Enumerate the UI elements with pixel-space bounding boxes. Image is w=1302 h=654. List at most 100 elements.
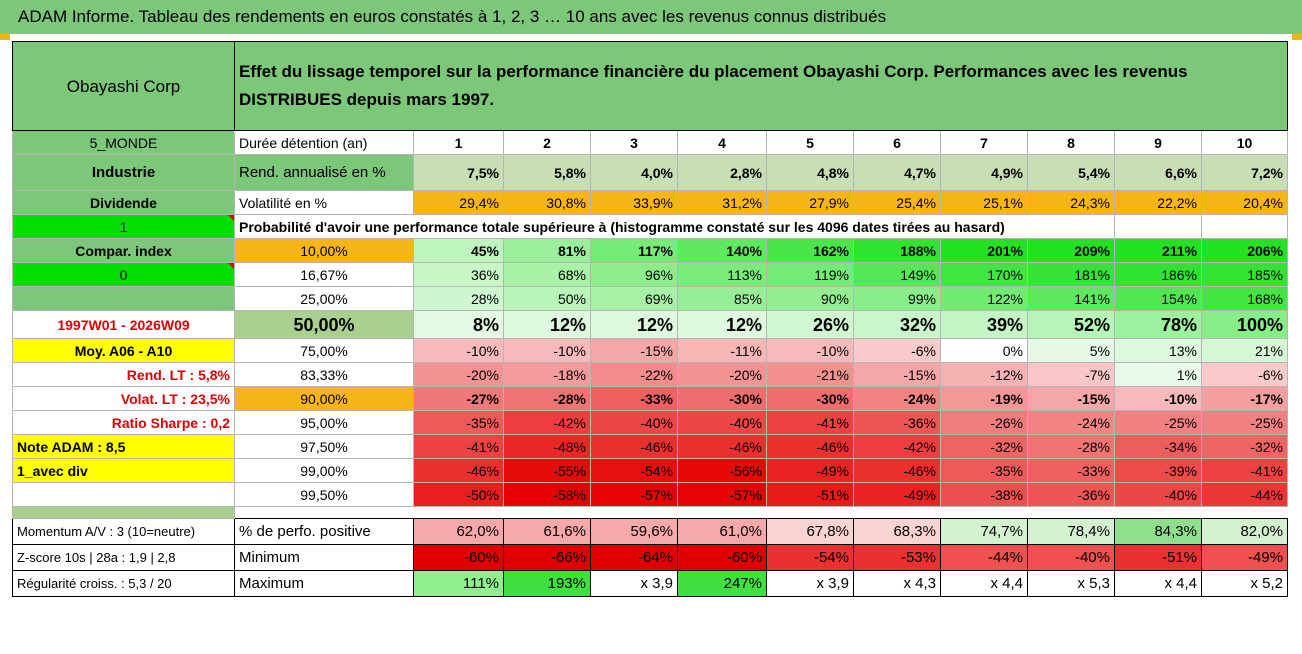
percentile-cell: 206%	[1201, 238, 1288, 263]
row-label-duree: Durée détention (an)	[234, 130, 414, 155]
percentile-cell: -54%	[590, 458, 678, 483]
percentile-cell: -15%	[590, 338, 678, 363]
max-cell: x 5,3	[1027, 570, 1115, 597]
year-header: 1	[413, 130, 504, 155]
percentile-cell: -42%	[853, 434, 941, 459]
rend-cell: 4,7%	[853, 154, 941, 191]
vol-cell: 33,9%	[590, 190, 678, 215]
pos-cell: 68,3%	[853, 518, 941, 545]
max-cell: x 3,9	[590, 570, 678, 597]
corner-marker-right	[1292, 34, 1302, 40]
year-header: 2	[503, 130, 591, 155]
performance-table-container: Obayashi Corp Effet du lissage temporel …	[12, 41, 1288, 597]
percentile-cell: 188%	[853, 238, 941, 263]
vol-cell: 31,2%	[677, 190, 767, 215]
period-label: 1997W01 - 2026W09	[12, 310, 235, 339]
percentile-label: 25,00%	[234, 286, 414, 311]
year-header: 3	[590, 130, 678, 155]
pos-cell: 61,6%	[503, 518, 591, 545]
percentile-label: 99,50%	[234, 482, 414, 507]
percentile-cell: -36%	[853, 410, 941, 435]
pos-cell: 67,8%	[766, 518, 854, 545]
percentile-cell: -32%	[1201, 434, 1288, 459]
percentile-cell: 122%	[940, 286, 1028, 311]
max-cell: x 3,9	[766, 570, 854, 597]
percentile-cell: -41%	[413, 434, 504, 459]
rend-cell: 4,9%	[940, 154, 1028, 191]
percentile-cell: 50%	[503, 286, 591, 311]
percentile-cell: -40%	[590, 410, 678, 435]
percentile-cell: -26%	[940, 410, 1028, 435]
rend-cell: 4,0%	[590, 154, 678, 191]
percentile-cell: 13%	[1114, 338, 1202, 363]
percentile-cell: 8%	[413, 310, 504, 339]
vol-cell: 20,4%	[1201, 190, 1288, 215]
min-cell: -64%	[590, 544, 678, 571]
avec-div-label: 1_avec div	[12, 458, 235, 483]
percentile-cell: 0%	[940, 338, 1028, 363]
percentile-cell: 85%	[677, 286, 767, 311]
percentile-cell: 162%	[766, 238, 854, 263]
max-cell: 193%	[503, 570, 591, 597]
percentile-cell: 28%	[413, 286, 504, 311]
percentile-cell: 170%	[940, 262, 1028, 287]
percentile-label: 83,33%	[234, 362, 414, 387]
percentile-cell: -6%	[853, 338, 941, 363]
percentile-cell: -51%	[766, 482, 854, 507]
max-cell: x 4,4	[940, 570, 1028, 597]
percentile-cell: -11%	[677, 338, 767, 363]
percentile-cell: -24%	[1027, 410, 1115, 435]
percentile-cell: -36%	[1027, 482, 1115, 507]
company-name: Obayashi Corp	[12, 41, 235, 131]
percentile-cell: 96%	[590, 262, 678, 287]
empty-cell	[1201, 214, 1288, 239]
percentile-cell: -19%	[940, 386, 1028, 411]
percentile-cell: 68%	[503, 262, 591, 287]
percentile-cell: 69%	[590, 286, 678, 311]
pos-cell: 78,4%	[1027, 518, 1115, 545]
percentile-cell: -57%	[590, 482, 678, 507]
performance-table: Obayashi Corp Effet du lissage temporel …	[12, 41, 1288, 597]
stat-left-label: Momentum A/V : 3 (10=neutre)	[12, 518, 235, 545]
percentile-cell: -55%	[503, 458, 591, 483]
percentile-cell: -46%	[677, 434, 767, 459]
percentile-cell: -39%	[1114, 458, 1202, 483]
percentile-cell: -30%	[766, 386, 854, 411]
percentile-cell: -28%	[1027, 434, 1115, 459]
percentile-cell: 113%	[677, 262, 767, 287]
min-cell: -49%	[1201, 544, 1288, 571]
stat-row-label: Minimum	[234, 544, 414, 571]
percentile-cell: -28%	[503, 386, 591, 411]
year-header: 4	[677, 130, 767, 155]
percentile-cell: 181%	[1027, 262, 1115, 287]
percentile-label: 97,50%	[234, 434, 414, 459]
year-header: 5	[766, 130, 854, 155]
pos-cell: 74,7%	[940, 518, 1028, 545]
row-label-vol: Volatilité en %	[234, 190, 414, 215]
percentile-cell: 26%	[766, 310, 854, 339]
rend-cell: 4,8%	[766, 154, 854, 191]
percentile-cell: -10%	[413, 338, 504, 363]
left-empty-cell	[12, 286, 235, 311]
left-empty-cell	[12, 482, 235, 507]
compar-index-input[interactable]: 0	[12, 262, 235, 287]
percentile-cell: 186%	[1114, 262, 1202, 287]
percentile-cell: 209%	[1027, 238, 1115, 263]
percentile-cell: 149%	[853, 262, 941, 287]
percentile-cell: -46%	[766, 434, 854, 459]
percentile-cell: -41%	[1201, 458, 1288, 483]
vol-cell: 30,8%	[503, 190, 591, 215]
page-title: ADAM Informe. Tableau des rendements en …	[0, 0, 1302, 34]
dividend-value-input[interactable]: 1	[12, 214, 235, 239]
percentile-cell: -33%	[590, 386, 678, 411]
percentile-cell: 117%	[590, 238, 678, 263]
percentile-cell: 168%	[1201, 286, 1288, 311]
percentile-cell: 39%	[940, 310, 1028, 339]
max-cell: x 4,4	[1114, 570, 1202, 597]
year-header: 9	[1114, 130, 1202, 155]
max-cell: x 4,3	[853, 570, 941, 597]
percentile-label: 50,00%	[234, 310, 414, 339]
min-cell: -54%	[766, 544, 854, 571]
rend-cell: 7,2%	[1201, 154, 1288, 191]
min-cell: -60%	[413, 544, 504, 571]
